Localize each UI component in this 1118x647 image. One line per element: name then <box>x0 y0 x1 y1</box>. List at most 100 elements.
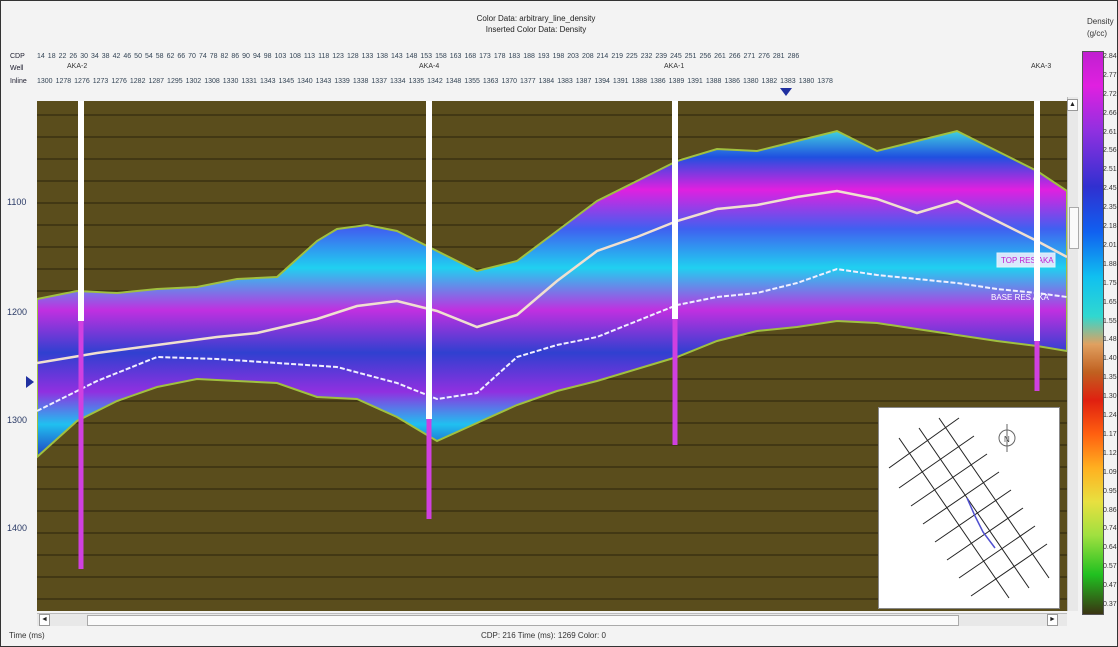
cdp-value-51: 256 <box>699 53 712 60</box>
inline-value-29: 1387 <box>575 78 592 85</box>
colorbar-tick: 2.61 <box>1103 128 1117 136</box>
colorbar-tick: 1.09 <box>1103 468 1117 476</box>
inline-value-12: 1343 <box>259 78 276 85</box>
cdp-value-9: 50 <box>134 53 142 60</box>
colorbar-tick: 0.74 <box>1103 525 1117 533</box>
colorbar-tick: 1.65 <box>1103 298 1117 306</box>
well-label-aka2: AKA-2 <box>67 63 88 70</box>
colorbar-tick: 2.18 <box>1103 223 1117 231</box>
colorbar-tick: 0.86 <box>1103 506 1117 514</box>
inline-value-41: 1380 <box>798 78 815 85</box>
inline-value-9: 1308 <box>204 78 220 85</box>
inline-value-24: 1363 <box>482 78 499 85</box>
cdp-value-3: 26 <box>69 53 78 60</box>
cdp-value-28: 133 <box>361 53 374 60</box>
base-res-label: BASE RES AKA <box>991 293 1049 302</box>
base-res-horizon <box>37 267 1067 412</box>
inline-value-31: 1391 <box>612 78 629 85</box>
cdp-value-56: 281 <box>772 53 785 60</box>
colorbar-tick: 2.35 <box>1103 204 1117 212</box>
top-res-label: TOP RES AKA <box>1001 256 1054 265</box>
inline-value-3: 1273 <box>92 78 109 85</box>
cdp-value-52: 261 <box>714 53 726 60</box>
horizontal-scroll-thumb[interactable] <box>87 615 959 626</box>
cdp-value-47: 232 <box>640 53 653 60</box>
cdp-value-30: 143 <box>391 53 403 60</box>
scroll-left-button[interactable]: ◄ <box>39 614 50 626</box>
colorbar-tick: 2.45 <box>1103 185 1117 193</box>
cdp-value-19: 90 <box>242 53 250 60</box>
colorbar-tick: 1.75 <box>1103 279 1117 287</box>
cdp-value-20: 94 <box>252 53 261 60</box>
colorbar-tick: 1.40 <box>1103 355 1117 363</box>
cdp-number-row: 14 18 22 26 30 34 38 42 46 50 54 58 62 66 70 74 78 82 86 90… <box>37 53 1067 63</box>
cdp-value-31: 148 <box>405 53 418 60</box>
cdp-value-21: 98 <box>263 53 272 60</box>
inline-value-22: 1348 <box>445 78 462 85</box>
cdp-value-25: 118 <box>318 53 330 60</box>
y-tick-1100: 1100 <box>7 197 27 207</box>
cdp-value-13: 66 <box>177 53 186 60</box>
cdp-value-17: 82 <box>220 53 229 60</box>
cdp-value-46: 225 <box>626 53 638 60</box>
cdp-value-6: 38 <box>101 53 110 60</box>
colorbar-tick: 2.84 <box>1103 53 1117 60</box>
colorbar-tick: 1.30 <box>1103 393 1117 401</box>
cdp-pointer-icon[interactable] <box>779 87 793 97</box>
cdp-value-2: 22 <box>58 53 67 60</box>
inline-value-5: 1282 <box>129 78 146 85</box>
cdp-value-32: 153 <box>420 53 433 60</box>
cdp-value-22: 103 <box>274 53 287 60</box>
inline-value-27: 1384 <box>538 78 555 85</box>
cdp-value-11: 58 <box>155 53 164 60</box>
vertical-scrollbar[interactable] <box>1067 97 1079 611</box>
scroll-right-button[interactable]: ► <box>1047 614 1058 626</box>
cdp-value-43: 208 <box>581 53 594 60</box>
inline-value-30: 1394 <box>594 78 610 85</box>
inline-value-36: 1388 <box>705 78 722 85</box>
y-tick-1400: 1400 <box>7 523 28 533</box>
cdp-value-29: 138 <box>376 53 388 60</box>
colorbar-tick: 0.37 <box>1103 601 1117 608</box>
cdp-value-34: 163 <box>449 53 462 60</box>
colorbar-tick: 1.48 <box>1103 336 1117 344</box>
cdp-value-54: 271 <box>743 53 756 60</box>
inline-value-17: 1338 <box>352 78 369 85</box>
cdp-value-35: 168 <box>464 53 477 60</box>
inline-value-1: 1278 <box>55 78 72 85</box>
colorbar-tick: 0.57 <box>1103 563 1117 571</box>
colorbar-tick: 1.12 <box>1103 449 1117 457</box>
inline-value-18: 1337 <box>371 78 387 85</box>
cdp-value-37: 178 <box>493 53 506 60</box>
y-tick-1200: 1200 <box>7 307 28 317</box>
inset-location-map[interactable]: N <box>878 407 1060 609</box>
y-tick-1300: 1300 <box>7 415 28 425</box>
inline-value-21: 1342 <box>427 78 443 85</box>
inline-value-10: 1330 <box>222 78 239 85</box>
inline-value-16: 1339 <box>334 78 350 85</box>
colorbar-tick: 2.77 <box>1103 71 1117 79</box>
colorbar-tick: 2.56 <box>1103 147 1117 155</box>
scroll-up-button[interactable]: ▲ <box>1067 99 1078 111</box>
cdp-value-8: 46 <box>123 53 132 60</box>
colorbar-tick: 1.88 <box>1103 260 1117 268</box>
colorbar-tick: 0.95 <box>1103 487 1117 495</box>
cdp-value-40: 193 <box>537 53 550 60</box>
inline-value-2: 1276 <box>74 78 90 85</box>
cdp-value-48: 239 <box>655 53 668 60</box>
inline-value-39: 1382 <box>761 78 778 85</box>
cdp-value-49: 245 <box>670 53 682 60</box>
time-pointer-icon[interactable] <box>25 375 35 389</box>
horizontal-scrollbar[interactable] <box>37 613 1067 626</box>
top-res-label-bg <box>996 252 1056 268</box>
inline-value-15: 1343 <box>315 78 332 85</box>
cdp-value-12: 62 <box>166 53 175 60</box>
status-cursor-readout: CDP: 216 Time (ms): 1269 Color: 0 <box>481 631 606 640</box>
vertical-scroll-thumb[interactable] <box>1069 207 1079 249</box>
cdp-value-0: 14 <box>37 53 45 60</box>
section-header: Color Data: arbitrary_line_density Inser… <box>1 13 1071 35</box>
colorbar-tick: 2.51 <box>1103 166 1117 174</box>
inline-value-23: 1355 <box>464 78 480 85</box>
north-arrow-label: N <box>1004 435 1010 444</box>
